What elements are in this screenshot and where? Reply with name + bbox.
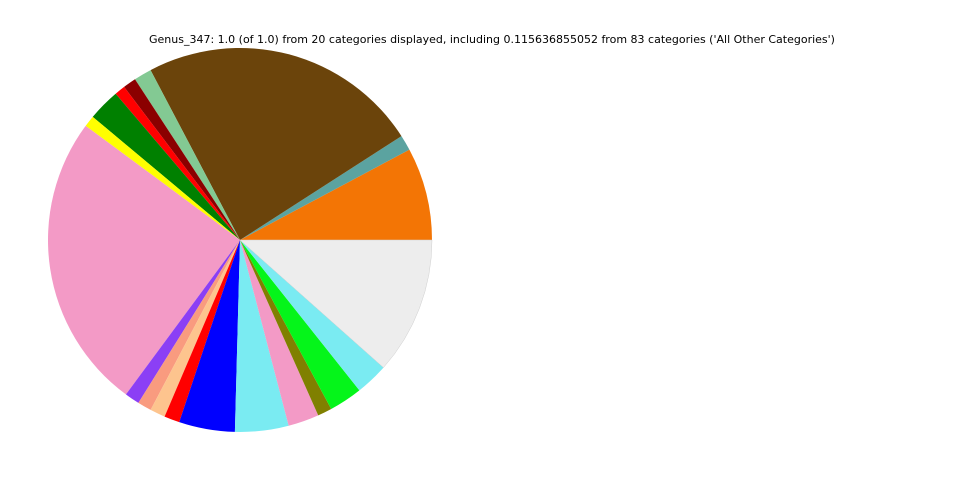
pie-slice-8: [85, 116, 240, 240]
pie-slice-3: [150, 47, 402, 241]
pie-slice-19: [240, 240, 384, 391]
pie-slice-20: [239, 239, 433, 368]
pie-slice-17: [240, 240, 332, 416]
pie-slice-4: [134, 70, 240, 240]
pie-slice-6: [115, 86, 240, 240]
pie-slice-5: [124, 79, 240, 241]
pie-slice-7: [92, 93, 240, 240]
pie-slice-14: [179, 240, 240, 432]
pie-slice-10: [125, 240, 240, 403]
pie-slice-11: [138, 240, 240, 410]
pie-slice-2: [240, 136, 410, 240]
pie-slice-12: [150, 240, 240, 417]
pie-slice-15: [234, 240, 289, 432]
chart-title: Genus_347: 1.0 (of 1.0) from 20 categori…: [149, 33, 835, 46]
pie-slice-1: [240, 149, 432, 240]
pie-slice-18: [240, 240, 360, 409]
pie-slice-13: [164, 240, 240, 423]
pie-slice-9: [48, 125, 240, 395]
pie-slice-16: [240, 240, 319, 426]
